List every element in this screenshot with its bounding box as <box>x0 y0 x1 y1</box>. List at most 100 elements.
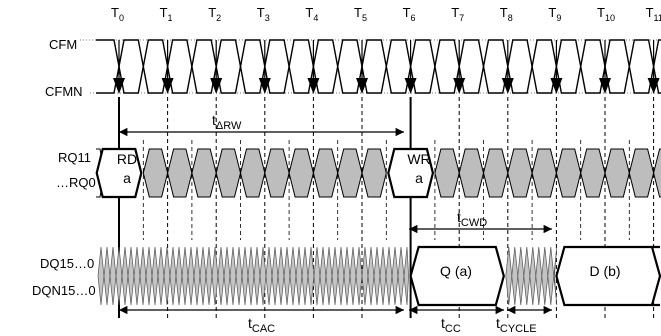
t-cycle-label: tCYCLE <box>496 315 537 335</box>
clock-waveforms <box>80 39 661 94</box>
dq-idle-cell <box>127 246 135 306</box>
dq-idle-cell <box>301 246 309 306</box>
dq-idle-cell <box>247 246 255 306</box>
tick-label-t4: T4 <box>305 5 318 23</box>
rd-packet-label-line1: RD <box>117 151 137 167</box>
dq-idle-cell <box>403 246 409 306</box>
clock-edge-arrowhead <box>550 78 563 94</box>
rq-idle-cell <box>580 148 606 198</box>
dq-idle-cell <box>223 246 231 306</box>
clock-edge-arrowhead <box>356 78 368 94</box>
dq-idle-cell <box>355 246 363 306</box>
clock-edge-arrowhead <box>258 78 271 94</box>
dq-idle-cell <box>391 246 399 306</box>
dq-idle-cell <box>235 246 243 306</box>
dq-idle-cell <box>367 246 375 306</box>
dq-idle-cell <box>517 246 525 306</box>
clock-edge-arrowhead <box>210 78 223 94</box>
rq-idle-cell <box>239 148 266 198</box>
wr-packet-label-line2: a <box>415 170 423 186</box>
cfm-waveform <box>96 39 661 94</box>
tick-label-t9: T9 <box>548 5 561 23</box>
wr-packet-label-line1: WR <box>407 151 430 167</box>
dq-idle-cell <box>313 246 321 306</box>
q-packet <box>409 245 505 307</box>
rq-idle-cell <box>555 148 582 198</box>
cfm-label: CFM <box>49 37 77 52</box>
dq-idle-cell <box>163 246 171 306</box>
dq-idle-cell <box>385 246 393 306</box>
rq-idle-cell <box>482 148 509 198</box>
clock-edge-arrowhead <box>599 78 611 94</box>
clock-edge-arrowhead <box>307 78 320 94</box>
clock-edge-arrowhead <box>647 78 660 94</box>
dq-idle-cell <box>505 246 513 306</box>
rd-packet-label-line2: a <box>123 170 131 186</box>
t-cwd-label: tCWD <box>457 209 487 229</box>
tick-label-t3: T3 <box>257 5 270 23</box>
rq-idle-cell <box>604 148 630 198</box>
clock-tick-labels: T0 T1 T2 T3 T4 T5 T6 T7 T8 T9 T10 T11 <box>111 5 661 23</box>
t-cac-label: tCAC <box>248 315 275 335</box>
cfmn-label: CFMN <box>45 84 83 99</box>
dq-idle-cell <box>511 246 519 306</box>
dq-idle-cell <box>193 246 201 306</box>
dq-idle-cell <box>103 246 111 306</box>
dq-idle-cell <box>157 246 165 306</box>
dq-idle-cell <box>325 246 333 306</box>
clock-edge-arrowhead <box>453 78 466 94</box>
rq-bus <box>95 147 661 199</box>
rq-idle-cell <box>434 148 460 198</box>
wr-packet <box>387 147 435 199</box>
rq-idle-cell <box>215 148 242 198</box>
dq-idle-cell <box>547 246 555 306</box>
dq-bus <box>97 245 661 307</box>
rq-idle-cell <box>312 148 339 198</box>
tick-label-t5: T5 <box>354 5 367 23</box>
tick-label-t0: T0 <box>111 5 124 23</box>
dq-idle-cell <box>139 246 147 306</box>
dq-idle-cell <box>109 246 117 306</box>
dq-idle-cell <box>361 246 369 306</box>
rq-idle-cell <box>653 148 661 198</box>
rq-label-line1: RQ11 <box>58 150 91 165</box>
dq-idle-cell <box>331 246 339 306</box>
tick-label-t10: T10 <box>597 5 615 23</box>
dq-idle-cell <box>151 246 159 306</box>
dq-idle-cell <box>145 246 153 306</box>
rq-idle-cell <box>142 148 169 198</box>
dq-idle-cell <box>343 246 351 306</box>
dq-idle-cell <box>523 246 531 306</box>
dq-idle-cell <box>253 246 261 306</box>
t-cc-label: tCC <box>441 315 461 335</box>
rq-idle-cell <box>458 148 485 198</box>
rq-label-line2: …RQ0 <box>56 175 96 190</box>
dq-idle-cell <box>379 246 387 306</box>
dq-idle-cell <box>199 246 207 306</box>
dq-idle-cell <box>289 246 297 306</box>
clock-edge-arrowhead <box>404 78 417 94</box>
dq-label-line2: DQN15…0 <box>32 283 96 298</box>
d-packet-label: D (b) <box>589 263 620 279</box>
rq-idle-cell <box>264 148 290 198</box>
dq-idle-cell <box>115 246 123 306</box>
tick-label-t7: T7 <box>451 5 464 23</box>
dq-idle-cell <box>529 246 537 306</box>
dq-idle-cell <box>229 246 237 306</box>
dq-label-line1: DQ15…0 <box>40 256 94 271</box>
clock-edge-arrowhead <box>161 78 174 94</box>
dq-idle-cell <box>133 246 141 306</box>
rq-idle-cell <box>191 148 217 198</box>
rq-idle-cell <box>167 148 193 198</box>
dq-idle-cell <box>217 246 225 306</box>
dq-idle-cell <box>211 246 219 306</box>
dq-idle-cell <box>349 246 357 306</box>
t-rw-label: tΔRW <box>212 112 242 132</box>
dq-idle-cell <box>373 246 381 306</box>
tick-label-t6: T6 <box>403 5 416 23</box>
rq-idle-cell <box>628 148 655 198</box>
dq-idle-cell <box>97 246 105 306</box>
rq-idle-cell <box>531 148 557 198</box>
rq-idle-cell <box>361 148 387 198</box>
